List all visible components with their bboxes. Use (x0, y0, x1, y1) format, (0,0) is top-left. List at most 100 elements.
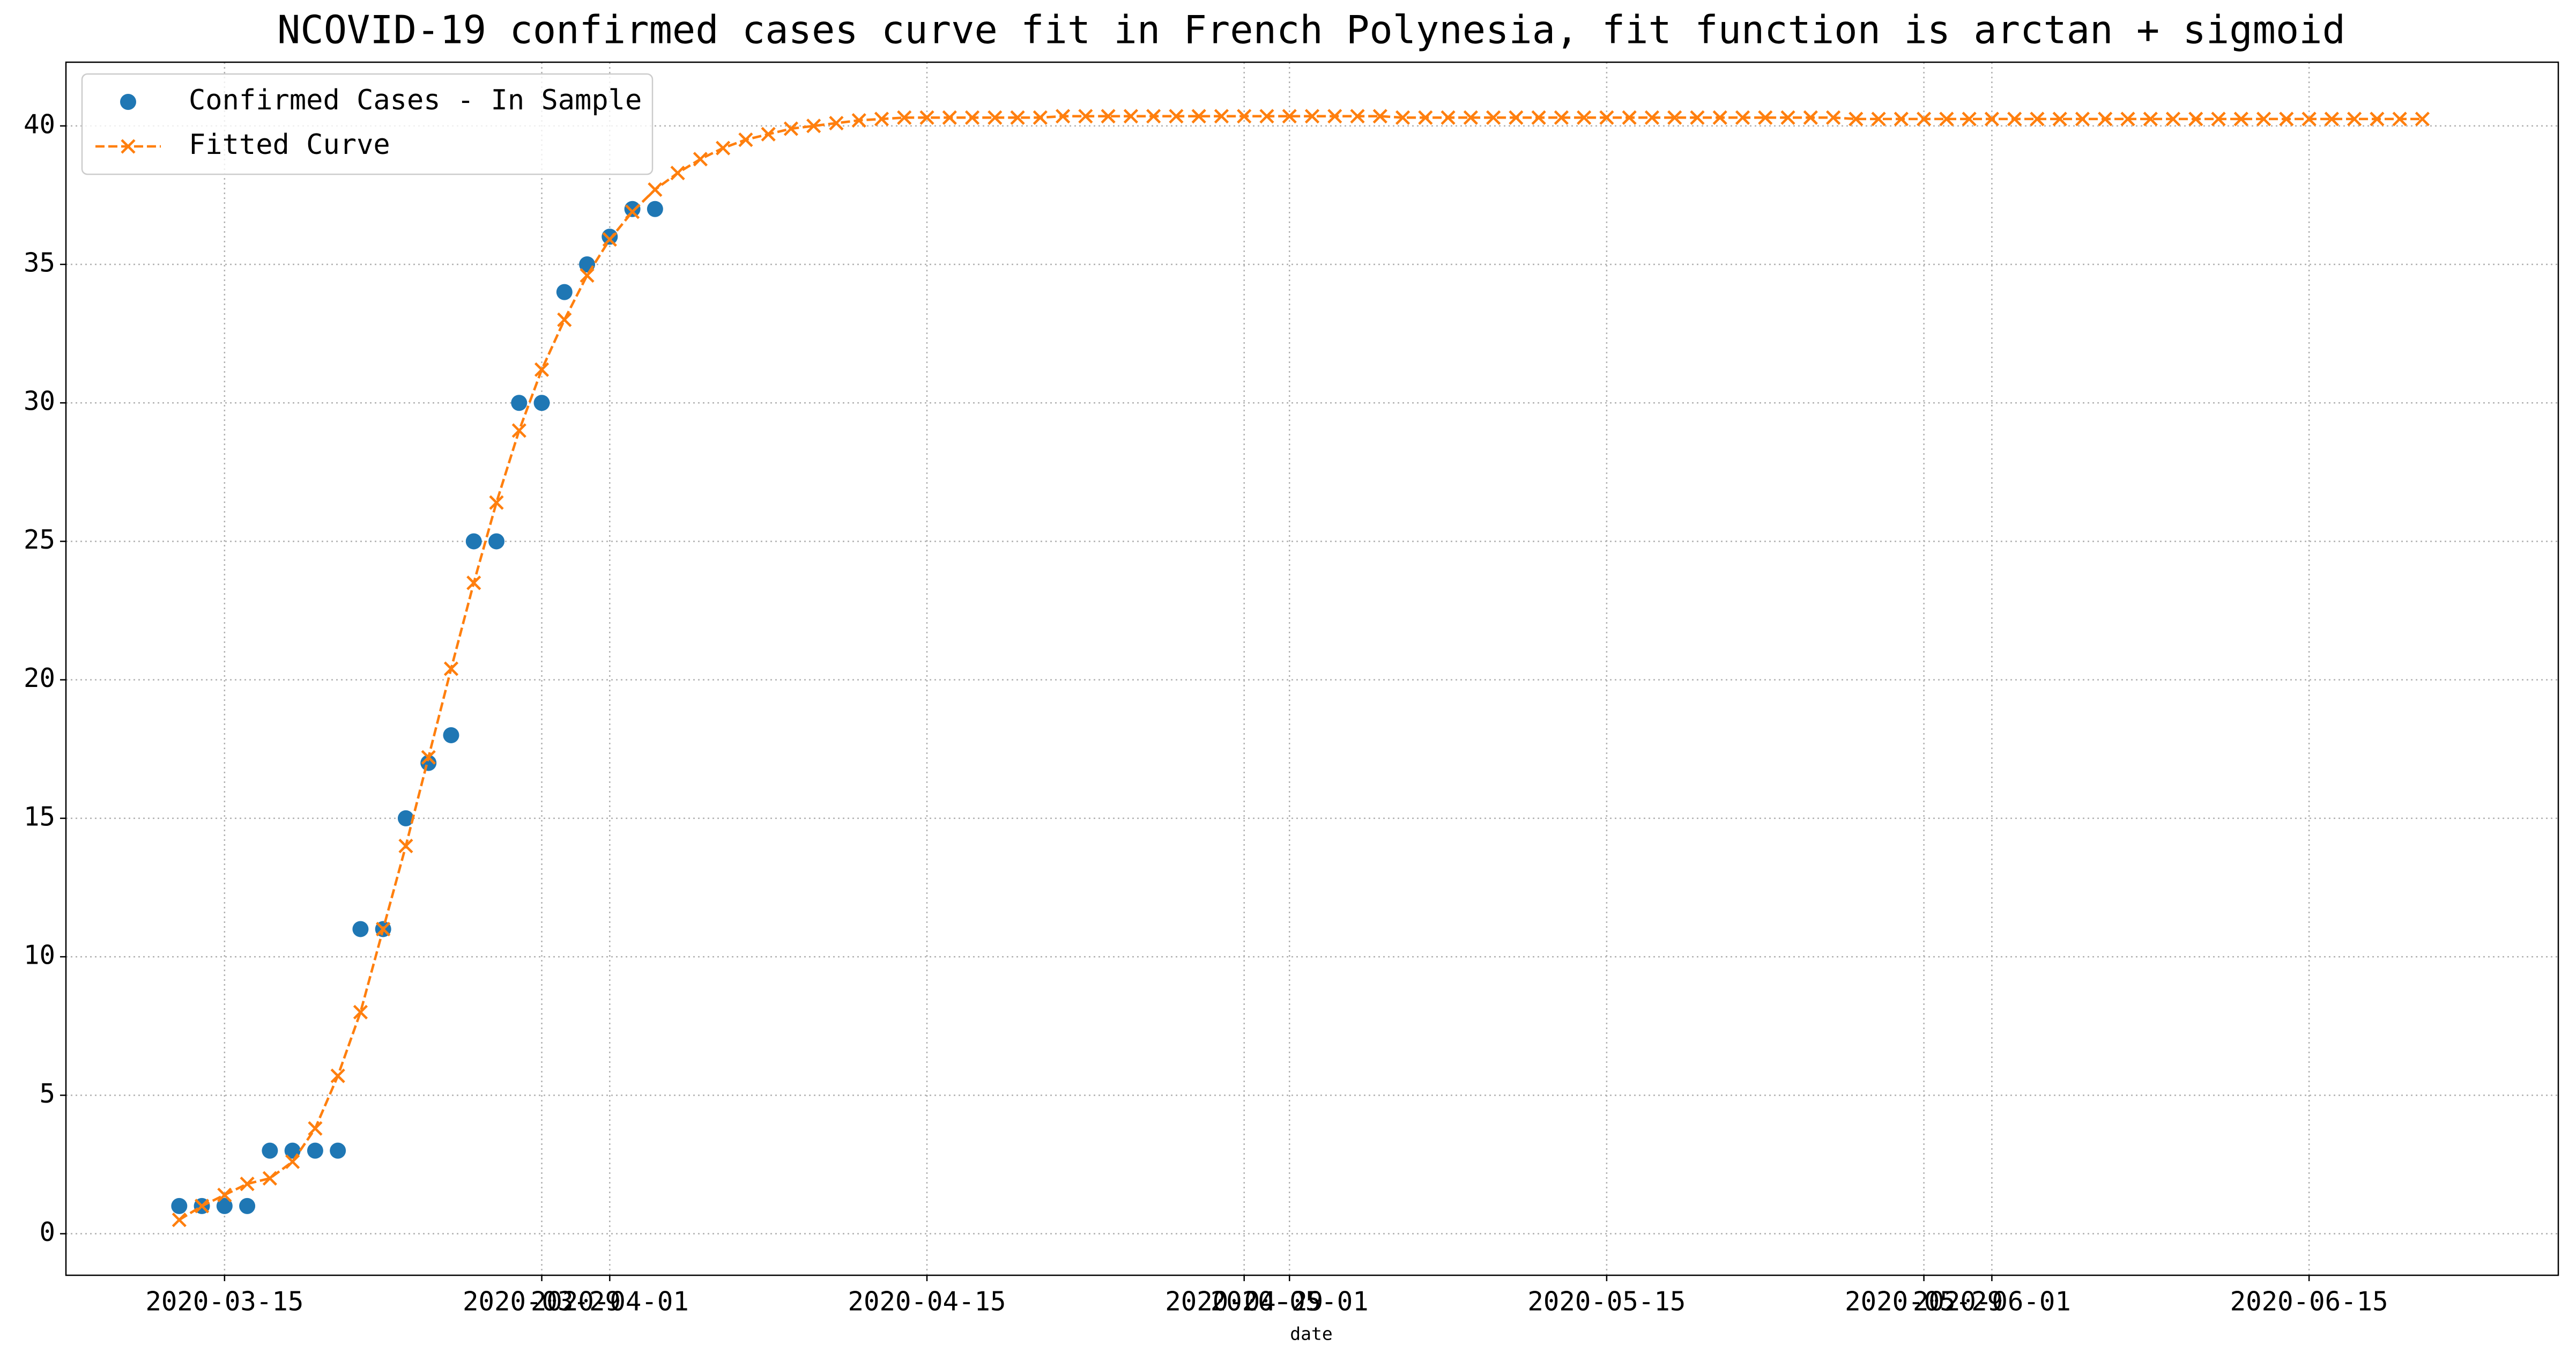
data-point (806, 119, 821, 134)
data-point (421, 750, 436, 765)
data-point (1690, 110, 1705, 125)
x-tick-label: 2020-03-29 (463, 1287, 621, 1317)
data-point (1599, 110, 1614, 125)
x-tick-label: 2020-06-15 (2230, 1287, 2388, 1317)
y-tick-label: 15 (24, 801, 55, 832)
x-tick-label: 2020-04-01 (531, 1287, 689, 1317)
data-point (1509, 110, 1524, 125)
data-point (2052, 112, 2067, 127)
data-point (262, 1171, 277, 1186)
data-point (1531, 110, 1546, 125)
data-point (511, 395, 528, 411)
data-point (2392, 112, 2407, 127)
data-point (1825, 110, 1841, 125)
data-point (1916, 112, 1932, 127)
data-point (307, 1142, 323, 1159)
data-point (1010, 110, 1025, 125)
data-point (2324, 112, 2339, 127)
data-point (1033, 110, 1048, 125)
x-tick-label: 2020-04-29 (1165, 1287, 1323, 1317)
data-point (1123, 109, 1139, 124)
data-point (647, 201, 663, 217)
data-point (352, 921, 369, 937)
data-point (624, 201, 641, 217)
data-point (829, 115, 844, 131)
data-point (1667, 110, 1682, 125)
data-point (2347, 112, 2362, 127)
data-point (602, 228, 618, 245)
data-point (1441, 110, 1456, 125)
data-point (420, 755, 437, 771)
x-tick-label: 2020-05-15 (1527, 1287, 1686, 1317)
data-point (1894, 112, 1909, 127)
data-point (919, 110, 934, 125)
data-point (171, 1198, 188, 1214)
data-point (670, 165, 685, 181)
data-point (988, 110, 1003, 125)
legend-marker (120, 94, 136, 110)
data-point (2007, 112, 2022, 127)
data-point (1259, 109, 1274, 124)
data-point (2256, 112, 2271, 127)
y-tick-label: 30 (24, 386, 55, 417)
data-point (240, 1176, 255, 1192)
data-point (465, 533, 482, 550)
data-point (308, 1121, 323, 1136)
data-point (942, 110, 957, 125)
data-point (1304, 109, 1320, 124)
y-tick-label: 35 (24, 248, 55, 278)
data-point (262, 1142, 278, 1159)
data-point (330, 1068, 345, 1083)
x-tick-label: 2020-04-15 (848, 1287, 1006, 1317)
data-point (2165, 112, 2181, 127)
data-point (534, 362, 550, 377)
data-point (1078, 109, 1093, 124)
data-point (1712, 110, 1727, 125)
data-point (1372, 109, 1387, 124)
data-point (172, 1213, 187, 1228)
data-point (2030, 112, 2045, 127)
data-point (285, 1154, 300, 1169)
data-point (1962, 112, 1977, 127)
x-tick-label: 2020-05-29 (1845, 1287, 2003, 1317)
chart-title: NCOVID-19 confirmed cases curve fit in F… (277, 8, 2345, 53)
data-point (1282, 109, 1297, 124)
data-point (1622, 110, 1637, 125)
data-point (489, 495, 504, 510)
data-point (2211, 112, 2226, 127)
data-point (1849, 112, 1864, 127)
data-point (330, 1142, 346, 1159)
y-tick-label: 20 (24, 663, 55, 693)
data-point (397, 810, 414, 826)
data-point (2188, 112, 2203, 127)
data-point (1169, 109, 1184, 124)
data-point (693, 152, 708, 167)
data-point (1554, 110, 1569, 125)
data-point (580, 268, 595, 283)
data-point (2120, 112, 2135, 127)
data-point (2098, 112, 2113, 127)
data-point (1055, 109, 1071, 124)
data-point (1735, 110, 1750, 125)
data-point (1803, 110, 1818, 125)
data-point (1871, 112, 1886, 127)
data-point (1939, 112, 1954, 127)
data-point (2233, 112, 2248, 127)
y-tick-label: 40 (24, 109, 55, 139)
data-point (1101, 109, 1116, 124)
data-point (2143, 112, 2158, 127)
data-point (239, 1198, 256, 1214)
y-tick-label: 25 (24, 524, 55, 555)
data-point (216, 1198, 233, 1214)
data-point (738, 132, 753, 147)
x-tick-label: 2020-06-01 (1913, 1287, 2071, 1317)
data-point (1214, 109, 1229, 124)
data-point (761, 127, 776, 142)
data-point (2075, 112, 2090, 127)
data-point (716, 141, 731, 156)
data-point (1350, 109, 1365, 124)
data-point (964, 110, 980, 125)
data-point (1463, 110, 1478, 125)
data-point (217, 1187, 232, 1202)
data-point (443, 661, 459, 676)
